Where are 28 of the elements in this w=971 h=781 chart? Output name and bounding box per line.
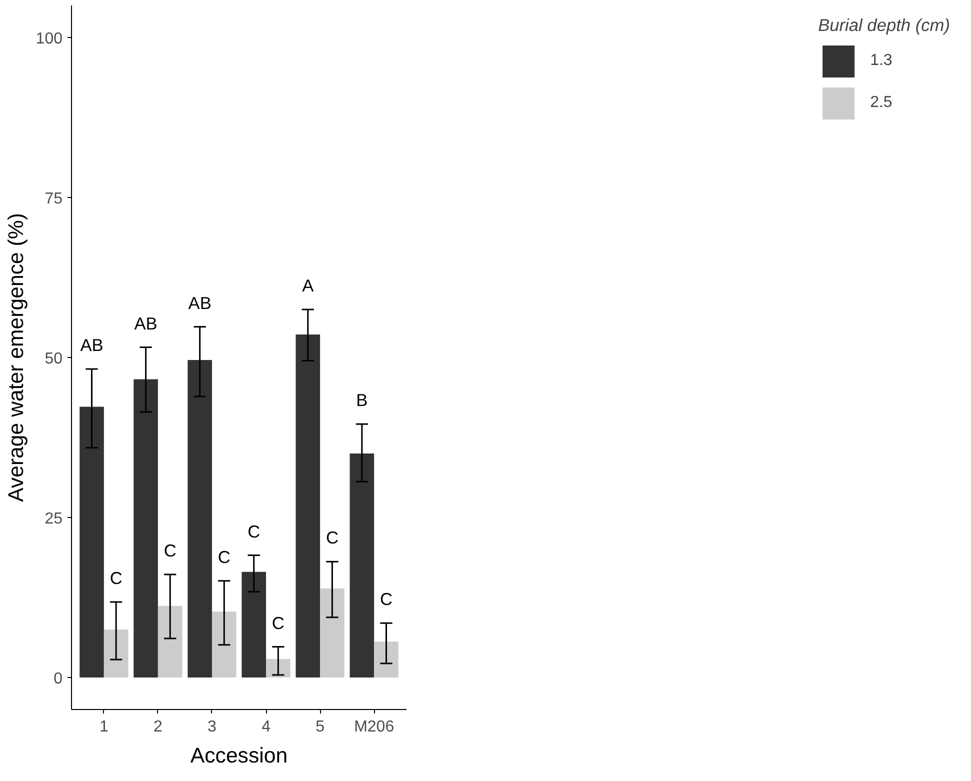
y-tick-label: 25 (44, 510, 63, 528)
legend-label: 2.5 (870, 94, 892, 112)
x-tick-label: M206 (354, 718, 394, 736)
data-label: AB (134, 313, 158, 334)
data-label: C (164, 540, 176, 560)
x-tick-label: 4 (262, 718, 271, 736)
x-axis-title: Accession (190, 744, 288, 768)
data-label: A (302, 276, 314, 296)
y-tick-label: 50 (44, 350, 63, 368)
legend-title: Burial depth (cm) (818, 15, 950, 36)
data-label: AB (80, 335, 104, 356)
data-label: AB (188, 292, 212, 313)
x-tick-label: 2 (154, 718, 162, 736)
legend-label: 1.3 (870, 52, 892, 70)
y-tick-label: 75 (44, 190, 63, 208)
x-tick-label: 5 (316, 718, 325, 736)
y-tick-label: 0 (54, 670, 63, 688)
y-tick-label: 100 (36, 30, 63, 48)
data-label: C (110, 568, 122, 588)
data-label: B (356, 390, 368, 410)
data-label: C (326, 528, 338, 548)
data-label: C (218, 546, 230, 567)
x-tick-label: 3 (208, 718, 217, 736)
y-axis-title: Average water emergence (%) (4, 213, 28, 502)
data-label: C (248, 521, 260, 542)
x-tick-label: 1 (99, 718, 108, 736)
data-label: C (272, 612, 284, 633)
data-label: C (380, 589, 392, 610)
